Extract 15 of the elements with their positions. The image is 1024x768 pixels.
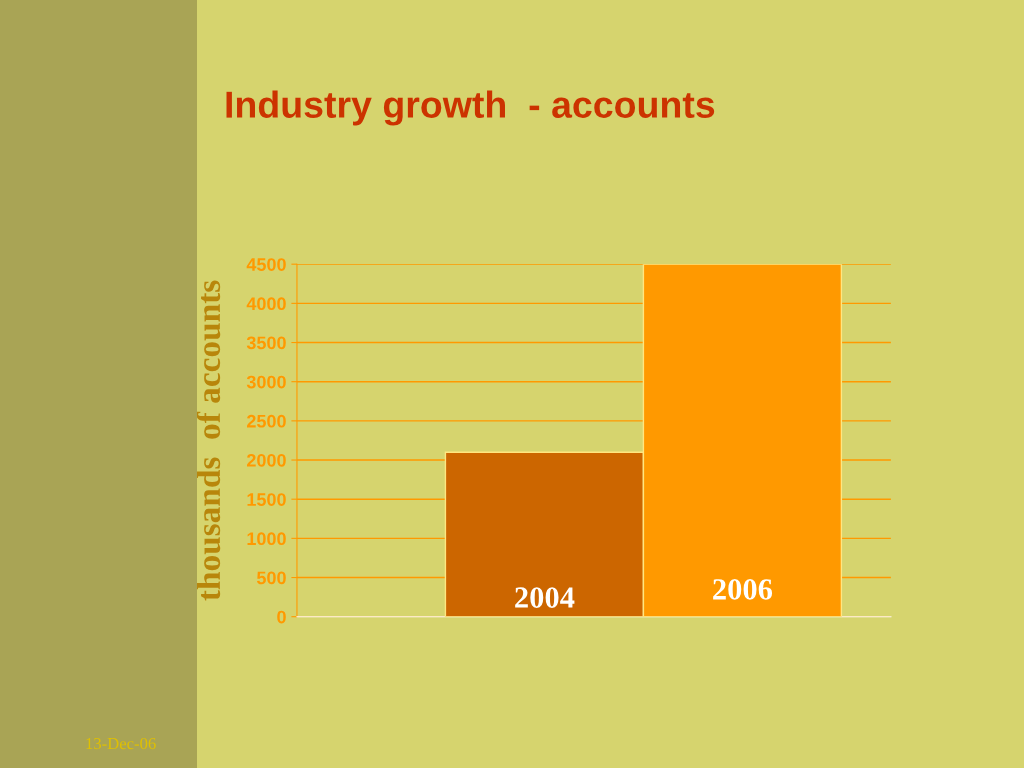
y-tick-label: 0 <box>277 610 286 624</box>
x-tick-label: 2006 <box>713 579 773 600</box>
y-tick-label: 500 <box>256 571 286 585</box>
y-tick-label: 2500 <box>247 414 286 428</box>
y-tick-label: 3500 <box>246 336 286 350</box>
y-axis-title: thousands of accounts <box>196 280 221 601</box>
y-tick-label: 2000 <box>247 453 286 467</box>
y-tick-label: 1500 <box>247 493 286 506</box>
chart-title: Industry growth - accounts <box>226 90 715 126</box>
x-tick-label: 2004 <box>515 587 575 608</box>
text: 13-Dec-06 <box>86 737 156 750</box>
y-tick-label: 4500 <box>246 258 286 271</box>
y-tick-label: 4000 <box>246 297 286 311</box>
y-tick-label: 1000 <box>247 532 286 546</box>
y-tick-label: 3000 <box>246 375 286 389</box>
